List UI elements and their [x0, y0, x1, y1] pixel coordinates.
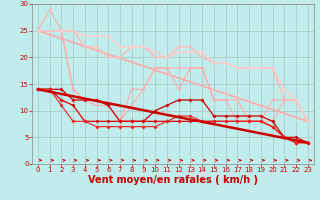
X-axis label: Vent moyen/en rafales ( km/h ): Vent moyen/en rafales ( km/h ): [88, 175, 258, 185]
